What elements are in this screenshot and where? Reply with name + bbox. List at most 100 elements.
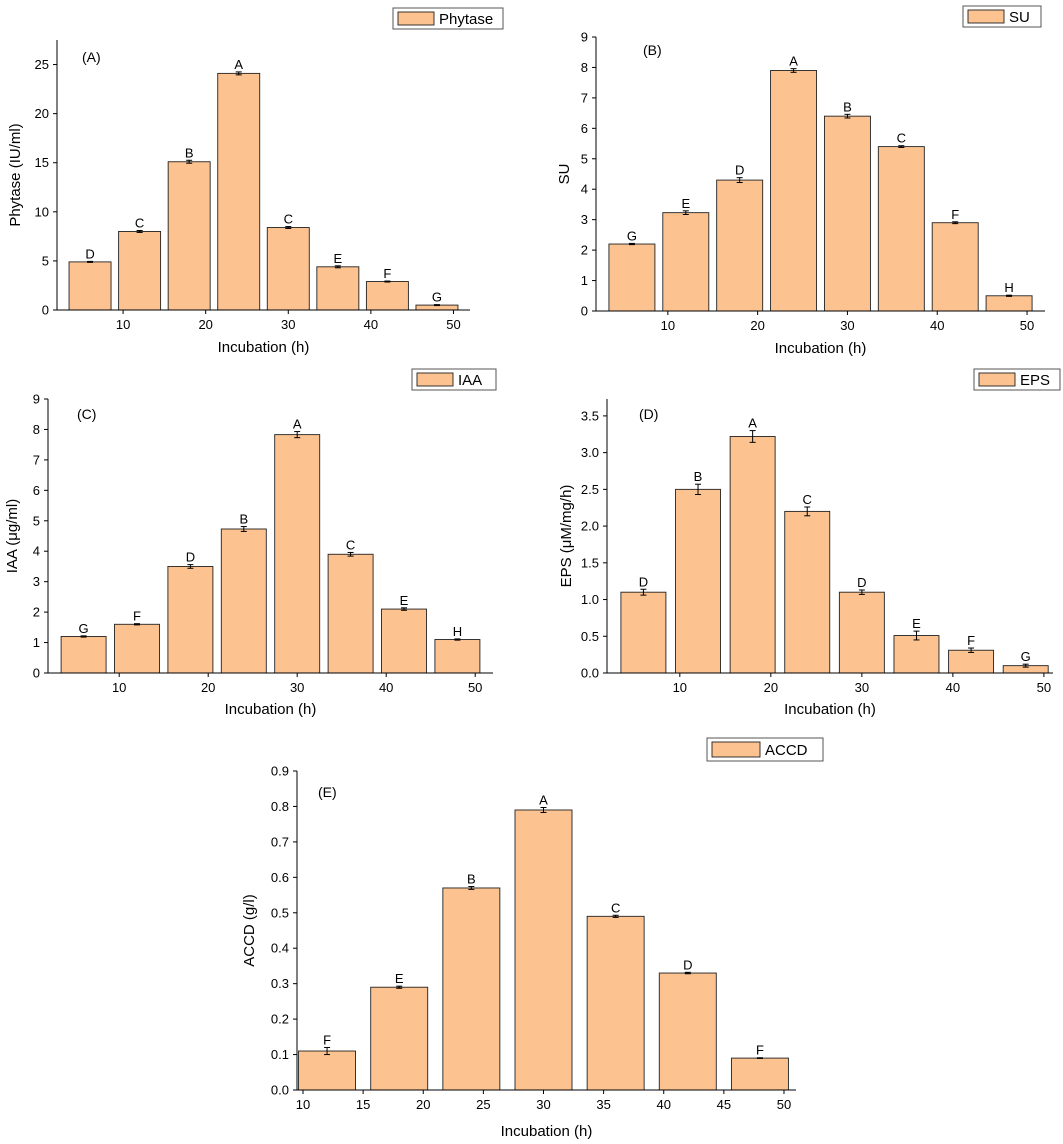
x-tick-label: 20: [750, 318, 764, 333]
legend: Phytase: [392, 7, 504, 30]
bar: [838, 591, 885, 674]
x-tick-label: 20: [416, 1097, 430, 1112]
significance-letter: A: [293, 417, 302, 432]
legend: ACCD: [706, 737, 824, 762]
x-tick-label: 10: [673, 680, 687, 695]
y-tick-label: 0.0: [581, 666, 599, 681]
panel-label: (B): [643, 42, 662, 58]
y-tick-label: 7: [33, 452, 40, 467]
y-tick-label: 4: [33, 544, 40, 559]
significance-letter: E: [400, 593, 409, 608]
x-tick-label: 40: [657, 1097, 671, 1112]
bar: [784, 510, 831, 674]
significance-letter: C: [611, 900, 620, 915]
y-tick-label: 0: [33, 666, 40, 681]
y-tick-label: 2: [33, 605, 40, 620]
y-tick-label: 2: [581, 243, 588, 258]
y-tick-label: 3: [581, 212, 588, 227]
bar: [662, 212, 710, 312]
y-tick-label: 0: [42, 303, 49, 318]
significance-letter: D: [735, 163, 744, 178]
chart-panel-e: F E B A C D F 0.0 0.1 0.2 0.3 0.4 0.5 0.6 0.7 0.8 0.9 10 1…: [241, 737, 824, 1140]
y-axis-label: EPS (μM/mg/h): [558, 485, 575, 588]
significance-letter: G: [79, 621, 89, 636]
legend-swatch: [967, 9, 1005, 24]
y-axis-label: IAA (μg/ml): [4, 499, 21, 574]
y-tick-label: 1.0: [581, 592, 599, 607]
significance-letter: D: [683, 957, 692, 972]
significance-letter: G: [432, 290, 442, 305]
significance-letter: H: [1004, 280, 1013, 295]
y-tick-label: 0.9: [271, 764, 289, 779]
bar: [442, 887, 501, 1091]
x-tick-label: 20: [201, 680, 215, 695]
legend-entry: IAA: [458, 372, 482, 389]
x-tick-label: 50: [446, 317, 460, 332]
bar: [217, 72, 261, 311]
y-tick-label: 0.3: [271, 976, 289, 991]
y-tick-label: 0.5: [581, 629, 599, 644]
legend-swatch: [416, 372, 454, 387]
bar: [274, 434, 321, 674]
significance-letter: F: [133, 609, 141, 624]
bar: [316, 266, 360, 311]
x-tick-label: 50: [1020, 318, 1034, 333]
x-tick-label: 10: [116, 317, 130, 332]
bar: [370, 986, 429, 1091]
significance-letter: B: [239, 512, 248, 527]
legend: SU: [962, 5, 1042, 28]
bar: [730, 1057, 789, 1091]
y-tick-label: 5: [581, 151, 588, 166]
legend-swatch: [397, 11, 435, 26]
y-tick-label: 3: [33, 574, 40, 589]
x-axis-label: Incubation (h): [775, 340, 867, 357]
y-tick-label: 7: [581, 90, 588, 105]
significance-letter: C: [803, 492, 812, 507]
bar: [658, 972, 717, 1091]
significance-letter: F: [951, 207, 959, 222]
bar: [60, 636, 107, 674]
x-axis-label: Incubation (h): [501, 1123, 593, 1140]
x-tick-label: 40: [364, 317, 378, 332]
bar: [68, 261, 112, 311]
y-axis-label: SU: [556, 164, 573, 185]
x-tick-label: 50: [1037, 680, 1051, 695]
bar: [675, 488, 721, 674]
significance-letter: E: [912, 616, 921, 631]
significance-letter: E: [681, 196, 690, 211]
bar: [266, 227, 310, 311]
y-tick-label: 2.0: [581, 519, 599, 534]
significance-letter: D: [857, 575, 866, 590]
bar: [220, 528, 267, 674]
y-tick-label: 0.8: [271, 799, 289, 814]
x-axis-label: Incubation (h): [218, 339, 310, 356]
y-tick-label: 10: [35, 204, 49, 219]
significance-letter: B: [843, 99, 852, 114]
y-tick-label: 0.4: [271, 941, 289, 956]
legend-swatch: [978, 372, 1016, 387]
significance-letter: D: [85, 246, 94, 261]
x-tick-label: 20: [764, 680, 778, 695]
x-tick-label: 30: [281, 317, 295, 332]
y-tick-label: 0.0: [271, 1083, 289, 1098]
x-tick-label: 30: [290, 680, 304, 695]
x-tick-label: 10: [296, 1097, 310, 1112]
significance-letter: B: [185, 145, 194, 160]
bar: [893, 635, 940, 674]
x-tick-label: 15: [356, 1097, 370, 1112]
chart-panel-a: D C B A C E F G 0 5 10 15 20 25 10 20 30 40 50 Incubation (…: [7, 7, 504, 356]
x-tick-label: 40: [379, 680, 393, 695]
significance-letter: C: [897, 131, 906, 146]
significance-letter: E: [395, 971, 404, 986]
y-tick-label: 0.5: [271, 905, 289, 920]
x-tick-label: 30: [840, 318, 854, 333]
panel-label: (C): [77, 406, 96, 422]
legend-swatch: [711, 741, 761, 758]
legend-entry: SU: [1009, 9, 1030, 26]
x-tick-label: 20: [198, 317, 212, 332]
bar: [729, 436, 776, 674]
y-tick-label: 5: [33, 513, 40, 528]
significance-letter: B: [694, 469, 703, 484]
y-tick-label: 1: [33, 635, 40, 650]
y-tick-label: 6: [581, 121, 588, 136]
